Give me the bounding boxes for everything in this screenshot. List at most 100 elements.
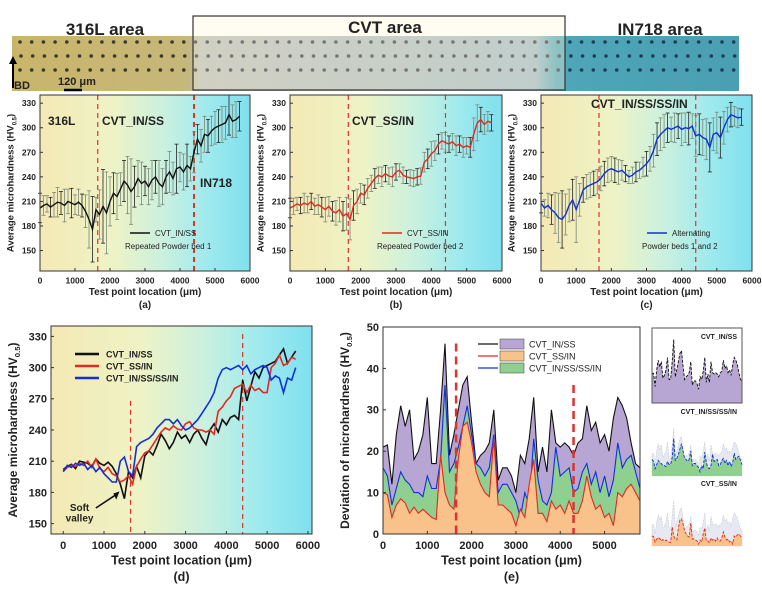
inset-title: CVT_IN/SS — [701, 334, 738, 341]
indent-mark — [263, 40, 268, 44]
x-axis-label: Test point location (μm) — [441, 554, 582, 568]
indent-mark — [310, 68, 315, 72]
indent-mark — [322, 68, 327, 72]
indent-mark — [89, 54, 93, 58]
x-tick-label: 3000 — [136, 276, 155, 286]
legend-label: CVT_SS/IN — [529, 352, 576, 362]
indent-mark — [627, 54, 632, 58]
cvt-area-box — [192, 15, 566, 91]
indent-mark — [217, 40, 221, 44]
indent-mark — [241, 54, 246, 58]
indent-mark — [650, 68, 654, 72]
indent-mark — [228, 40, 233, 44]
indent-mark — [253, 54, 257, 58]
indent-mark — [463, 54, 468, 58]
x-tick-label: 2000 — [133, 540, 157, 552]
indent-mark — [603, 68, 607, 72]
x-tick-label: 2000 — [459, 540, 483, 552]
indent-mark — [614, 40, 619, 44]
indent-mark — [41, 40, 46, 44]
panel-label: (b) — [390, 300, 403, 311]
y-tick-label: 0 — [373, 529, 379, 541]
indent-mark — [275, 68, 280, 72]
legend-note: Powder beds 1 and 2 — [642, 242, 718, 251]
indent-mark — [545, 54, 550, 58]
y-tick-label: 300 — [272, 123, 286, 133]
indent-mark — [417, 54, 421, 58]
y-tick-label: 210 — [29, 456, 47, 468]
indent-mark — [29, 68, 34, 72]
chart-panel-c: 0 1000 2000 3000 4000 5000 6000 150 180 210 240 270… — [507, 94, 762, 311]
y-axis-label: Average microhardness (HV0.5) — [256, 114, 269, 252]
y-tick-label: 330 — [272, 98, 286, 108]
indent-mark — [380, 40, 385, 44]
y-tick-label: 240 — [272, 172, 286, 182]
chart-panel-e: 0 1000 2000 3000 4000 5000 0 10 20 30 40 50 Test poi… — [338, 322, 641, 584]
x-tick-label: 1000 — [92, 540, 116, 552]
indent-mark — [462, 40, 467, 44]
indent-mark — [345, 40, 350, 44]
indent-mark — [404, 40, 408, 44]
x-tick-label: 3000 — [173, 540, 197, 552]
y-axis-label: Average microhardness (HV0.5) — [507, 114, 520, 252]
x-tick-label: 5000 — [206, 276, 225, 286]
indent-mark — [76, 68, 81, 72]
series-line-Alternating — [540, 113, 742, 221]
y-axis-label-subscript: 0.5 — [13, 116, 19, 125]
indent-mark — [638, 40, 642, 44]
indent-mark — [416, 40, 420, 44]
annotation-arrowhead-icon — [113, 491, 120, 500]
indent-mark — [124, 54, 129, 58]
indent-mark — [88, 40, 92, 44]
chart-panel-b: 0 1000 2000 3000 4000 5000 6000 150 180 210 240 270… — [256, 94, 512, 311]
indent-mark — [662, 54, 667, 58]
legend-swatch — [499, 362, 525, 374]
indent-mark — [428, 54, 433, 58]
indent-mark — [732, 54, 737, 58]
label-in718-area: IN718 area — [617, 20, 703, 39]
inset-line — [651, 339, 743, 390]
label-316l-area: 316L area — [66, 20, 145, 39]
build-direction-label: BD — [14, 80, 30, 92]
x-tick-label: 6000 — [743, 276, 762, 286]
indent-mark — [556, 40, 560, 44]
indent-mark — [100, 40, 104, 44]
indent-mark — [147, 54, 152, 58]
y-tick-label: 150 — [272, 246, 286, 256]
annotation-title: CVT_SS/IN — [352, 114, 414, 128]
indent-mark — [65, 68, 69, 72]
indent-mark — [252, 40, 256, 44]
indent-mark — [568, 40, 572, 44]
indent-mark — [673, 68, 677, 72]
indent-mark — [661, 68, 666, 72]
indent-mark — [380, 68, 385, 72]
indent-mark — [498, 54, 503, 58]
inset-line — [651, 518, 743, 546]
indent-mark — [534, 54, 538, 58]
y-tick-label: 270 — [523, 147, 537, 157]
legend-label: CVT_IN/SS — [529, 340, 576, 350]
indent-mark — [111, 40, 116, 44]
y-tick-label: 270 — [29, 394, 47, 406]
indent-mark — [146, 40, 151, 44]
y-tick-label: 40 — [367, 363, 379, 375]
x-tick-label: 2000 — [101, 276, 120, 286]
indent-mark — [486, 40, 490, 44]
inset-panel: CVT_IN/SS/SS/IN — [651, 409, 743, 477]
indent-mark — [381, 54, 386, 58]
y-tick-label: 150 — [22, 246, 36, 256]
annotation-316l: 316L — [48, 114, 75, 128]
indent-mark — [29, 40, 34, 44]
indent-mark — [557, 54, 561, 58]
indent-mark — [88, 68, 92, 72]
indent-mark — [591, 68, 596, 72]
indent-mark — [310, 40, 315, 44]
y-tick-label: 270 — [272, 147, 286, 157]
panel-label: (d) — [174, 570, 190, 584]
legend-label: CVT_IN/SS/SS/IN — [529, 364, 602, 374]
annotation-arrow-icon — [95, 492, 119, 509]
indent-mark — [146, 68, 151, 72]
indent-mark — [709, 54, 714, 58]
y-tick-label: 330 — [523, 98, 537, 108]
indent-mark — [287, 40, 291, 44]
